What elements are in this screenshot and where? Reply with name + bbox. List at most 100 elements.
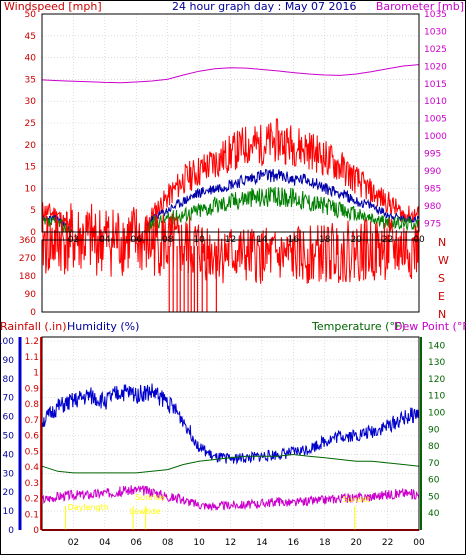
temperature-series	[41, 453, 420, 474]
temperature-y-tick: 50	[428, 492, 440, 502]
humidity-y-tick: 90	[3, 356, 15, 366]
humidity-y-tick: 100	[0, 337, 14, 347]
humidity-y-tick: 30	[3, 469, 15, 479]
wind-y-tick: 40	[25, 54, 37, 64]
sunrise-label: Sunrise	[135, 493, 165, 502]
temperature-label: Temperature (°F)	[311, 320, 406, 333]
temperature-y-tick: 60	[428, 476, 440, 486]
marks-layer: 0510152025303540455097598098599099510001…	[0, 10, 449, 548]
wind-plot-frame	[41, 13, 420, 233]
temperature-y-tick: 90	[428, 425, 440, 435]
direction-y-tick: 90	[25, 290, 37, 300]
humidity-y-tick: 20	[3, 488, 15, 498]
humidity-y-tick: 50	[3, 432, 15, 442]
climate-x-tick: 06	[131, 538, 143, 548]
direction-y-tick: 180	[19, 272, 36, 282]
compass-label: W	[438, 254, 449, 267]
compass-label: S	[438, 272, 445, 285]
rainfall-y-tick: 0.4	[25, 463, 40, 473]
temperature-y-tick: 110	[428, 392, 445, 402]
wind-x-tick: 10	[193, 235, 205, 245]
graph-title: 24 hour graph day : May 07 2016	[172, 0, 357, 13]
climate-x-tick: 08	[162, 538, 174, 548]
wind-x-tick: 22	[382, 235, 393, 245]
humidity-y-tick: 60	[3, 413, 15, 423]
temperature-y-tick: 120	[428, 375, 445, 385]
humidity-y-tick: 40	[3, 450, 15, 460]
wind-x-tick: 20	[350, 235, 362, 245]
rainfall-y-tick: 0	[33, 526, 39, 536]
compass-label: N	[438, 308, 446, 321]
climate-x-tick: 10	[193, 538, 205, 548]
barometer-y-tick: 995	[424, 150, 441, 160]
compass-label: N	[438, 236, 446, 249]
wind-y-tick: 35	[25, 75, 36, 85]
rainfall-y-tick: 0.3	[25, 479, 39, 489]
climate-x-tick: 16	[288, 538, 300, 548]
temperature-y-tick: 80	[428, 442, 440, 452]
temperature-y-tick: 130	[428, 358, 445, 368]
barometer-y-tick: 1025	[424, 45, 447, 55]
rainfall-y-tick: 0.6	[25, 432, 40, 442]
wind-y-tick: 15	[25, 163, 36, 173]
rainfall-y-tick: 1	[33, 369, 39, 379]
barometer-y-tick: 1030	[424, 27, 447, 37]
wind-y-tick: 20	[25, 141, 37, 151]
wind-y-tick: 45	[25, 32, 36, 42]
dewpoint-series	[41, 485, 420, 511]
rainfall-y-tick: 1.2	[25, 337, 39, 347]
rainfall-y-tick: 0.5	[25, 447, 39, 457]
barometer-y-tick: 975	[424, 219, 441, 229]
rainfall-y-tick: 0.7	[25, 416, 39, 426]
direction-y-tick: 270	[19, 254, 36, 264]
wind-x-tick: 12	[225, 235, 236, 245]
wind-y-tick: 10	[25, 184, 37, 194]
barometer-y-tick: 1020	[424, 62, 447, 72]
barometer-series	[41, 64, 420, 84]
temperature-y-tick: 100	[428, 409, 445, 419]
wind-x-tick: 02	[68, 235, 79, 245]
temperature-y-tick: 40	[428, 509, 440, 519]
humidity-y-tick: 10	[3, 507, 15, 517]
wind-y-tick: 30	[25, 97, 37, 107]
barometer-label: Barometer [mb]	[376, 0, 464, 13]
wind-x-tick: 04	[99, 235, 111, 245]
wind-x-tick: 16	[288, 235, 300, 245]
lowtide-label: Lowtide	[130, 507, 161, 516]
daylength-label: Daylength	[68, 503, 109, 512]
humidity-y-tick: 70	[3, 394, 15, 404]
rainfall-y-tick: 1.1	[25, 353, 39, 363]
climate-plot-frame	[41, 336, 420, 531]
barometer-y-tick: 980	[424, 202, 441, 212]
barometer-y-tick: 1015	[424, 80, 447, 90]
barometer-y-tick: 990	[424, 167, 441, 177]
wind-x-tick: 18	[319, 235, 331, 245]
wind-y-tick: 25	[25, 119, 36, 129]
climate-x-tick: 20	[350, 538, 362, 548]
windspeed-label: Windspeed [mph]	[4, 0, 102, 13]
temperature-y-tick: 70	[428, 459, 440, 469]
humidity-y-tick: 0	[8, 526, 14, 536]
rainfall-y-tick: 0.1	[25, 510, 39, 520]
climate-x-tick: 22	[382, 538, 393, 548]
wind-x-tick: 14	[256, 235, 268, 245]
wind-y-tick: 5	[30, 206, 36, 216]
barometer-y-tick: 1000	[424, 132, 447, 142]
direction-plot-frame	[41, 239, 420, 313]
climate-x-tick: 12	[225, 538, 236, 548]
barometer-y-tick: 1010	[424, 97, 447, 107]
humidity-y-tick: 80	[3, 375, 15, 385]
barometer-y-tick: 1005	[424, 115, 447, 125]
temperature-y-tick: 140	[428, 341, 445, 351]
dewpoint-label: Dew Point (°F)	[394, 320, 466, 333]
climate-x-tick: 18	[319, 538, 331, 548]
climate-x-tick: 04	[99, 538, 111, 548]
text-layer: Windspeed [mph] 24 hour graph day : May …	[0, 0, 466, 333]
direction-y-tick: 0	[30, 308, 36, 318]
compass-label: E	[438, 290, 445, 303]
wind-x-tick: 08	[162, 235, 174, 245]
climate-x-tick: 02	[68, 538, 79, 548]
